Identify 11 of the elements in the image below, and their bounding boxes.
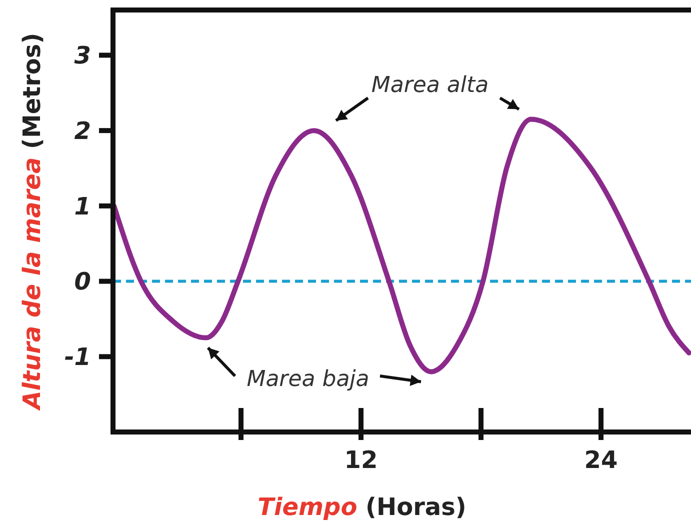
y-tick-label: 1 [74, 192, 91, 220]
x-axis-title: Tiempo (Horas) [258, 493, 466, 521]
x-tick-label: 24 [584, 446, 618, 474]
y-axis-title: Altura de la marea (Metros) [18, 32, 46, 412]
y-tick-label: 2 [74, 116, 91, 145]
y-tick-label: 3 [74, 42, 91, 70]
y-tick-label: -1 [64, 343, 91, 372]
annotation: Marea baja [246, 367, 370, 392]
annotation: Marea alta [371, 73, 489, 98]
y-tick-label: 0 [74, 268, 91, 296]
x-tick-label: 12 [344, 446, 378, 474]
